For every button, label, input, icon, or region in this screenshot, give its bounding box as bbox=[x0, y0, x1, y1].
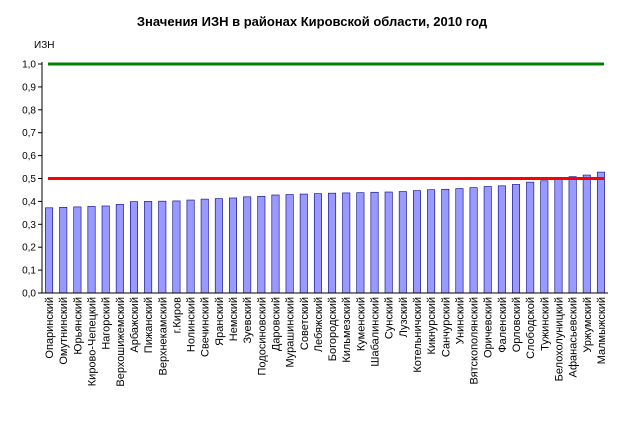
x-tick-label: Яранский bbox=[214, 297, 226, 346]
bar-32 bbox=[483, 186, 492, 294]
x-tick-label: Немский bbox=[228, 297, 240, 341]
x-tick-label: Верхнекамский bbox=[157, 297, 169, 375]
y-tick-label: 0,4 bbox=[22, 197, 36, 208]
bar-13 bbox=[214, 198, 223, 294]
bar-37 bbox=[554, 179, 563, 294]
bar-8 bbox=[144, 201, 153, 294]
bar-10 bbox=[172, 200, 181, 294]
bar-23 bbox=[356, 192, 365, 294]
bar-24 bbox=[370, 191, 379, 294]
x-tick-label: Советский bbox=[299, 297, 311, 350]
x-tick-label: Вятскополянский bbox=[469, 297, 481, 385]
bar-12 bbox=[200, 198, 209, 294]
x-tick-label: Богородский bbox=[327, 297, 339, 361]
x-tick-label: Шабалинский bbox=[370, 297, 382, 367]
x-tick-label: Подосиновский bbox=[256, 297, 268, 375]
bar-19 bbox=[299, 193, 308, 294]
x-tick-label: Уржумский bbox=[582, 297, 594, 353]
bar-33 bbox=[497, 185, 506, 294]
x-tick-label: Лебяжский bbox=[313, 297, 325, 352]
x-tick-label: Кильмезский bbox=[341, 297, 353, 363]
bar-1 bbox=[45, 207, 54, 294]
bar-25 bbox=[384, 191, 393, 294]
bar-39 bbox=[582, 174, 591, 294]
x-tick-label: Унинский bbox=[454, 297, 466, 344]
y-axis-ticks: 0,0 0,1 0,2 0,3 0,4 0,5 0,6 0,7 0,8 0,9 1,0 bbox=[22, 60, 42, 300]
bar-9 bbox=[158, 200, 167, 294]
bar-26 bbox=[398, 191, 407, 294]
x-tick-label: Фаленский bbox=[497, 297, 509, 353]
x-tick-label: Кикнурский bbox=[426, 297, 438, 355]
x-tick-label: Омутнинский bbox=[58, 297, 70, 365]
bar-18 bbox=[285, 194, 294, 294]
x-tick-label: Лузский bbox=[398, 297, 410, 337]
x-tick-label: Арбажский bbox=[129, 297, 141, 353]
x-tick-label: Опаринский bbox=[44, 297, 56, 359]
x-tick-label: Свечинский bbox=[200, 297, 212, 357]
x-tick-label: Малмыжский bbox=[596, 297, 608, 364]
x-tick-label: Юрьянский bbox=[72, 297, 84, 355]
x-tick-label: Нагорский bbox=[101, 297, 113, 350]
y-tick-label: 0,0 bbox=[22, 289, 36, 300]
x-tick-label: Зуевский bbox=[242, 297, 254, 343]
y-tick-label: 0,9 bbox=[22, 82, 36, 93]
y-tick-label: 1,0 bbox=[22, 60, 36, 71]
x-tick-label: Даровский bbox=[270, 297, 282, 351]
x-tick-label: Мурашинский bbox=[285, 297, 297, 368]
bar-27 bbox=[412, 190, 421, 294]
y-tick-label: 0,6 bbox=[22, 151, 36, 162]
bar-14 bbox=[229, 197, 238, 294]
x-tick-label: Санчурский bbox=[440, 297, 452, 357]
bar-2 bbox=[59, 207, 68, 294]
x-tick-label: Афанасьевский bbox=[568, 297, 580, 378]
y-tick-label: 0,7 bbox=[22, 128, 36, 139]
bar-36 bbox=[540, 180, 549, 294]
bar-31 bbox=[469, 187, 478, 294]
bar-20 bbox=[313, 193, 322, 294]
bar-11 bbox=[186, 199, 195, 294]
x-tick-label: Верхошижемский bbox=[115, 297, 127, 387]
bar-21 bbox=[328, 192, 337, 294]
x-tick-label: Пижанский bbox=[143, 297, 155, 353]
x-tick-label: Оричевский bbox=[483, 297, 495, 358]
axes bbox=[41, 62, 608, 294]
x-tick-label: Куменский bbox=[355, 297, 367, 351]
bar-38 bbox=[568, 176, 577, 294]
x-tick-label: Орловский bbox=[511, 297, 523, 352]
y-tick-label: 0,2 bbox=[22, 243, 36, 254]
x-tick-label: Тужинский bbox=[539, 297, 551, 351]
x-tick-label: Белохолуницкий bbox=[553, 297, 565, 381]
bar-30 bbox=[455, 188, 464, 294]
bar-22 bbox=[342, 192, 351, 294]
x-tick-label: Сунский bbox=[384, 297, 396, 339]
bar-34 bbox=[512, 184, 521, 294]
bar-5 bbox=[101, 205, 110, 294]
y-tick-label: 0,8 bbox=[22, 105, 36, 116]
bar-7 bbox=[130, 201, 138, 294]
y-axis-label: ИЗН bbox=[34, 40, 54, 51]
bar-35 bbox=[526, 181, 535, 294]
bar-4 bbox=[87, 206, 96, 294]
bar-29 bbox=[441, 188, 450, 294]
bar-17 bbox=[271, 194, 280, 294]
chart-title: Значения ИЗН в районах Кировской области… bbox=[137, 14, 488, 29]
x-tick-label: Нолинский bbox=[186, 297, 198, 352]
bar-6 bbox=[115, 204, 124, 294]
x-tick-label: Кирово-Чепецкий bbox=[87, 297, 99, 386]
reference-lines bbox=[48, 62, 604, 180]
bar-3 bbox=[73, 206, 82, 294]
bars bbox=[45, 171, 605, 294]
y-tick-label: 0,1 bbox=[22, 266, 36, 277]
y-tick-label: 0,5 bbox=[22, 174, 36, 185]
x-tick-label: Слободской bbox=[525, 297, 537, 359]
x-tick-label: Котельничский bbox=[412, 297, 424, 373]
x-tick-label: г.Киров bbox=[171, 297, 183, 334]
bar-16 bbox=[257, 196, 266, 294]
bar-40 bbox=[596, 171, 605, 294]
bar-15 bbox=[243, 196, 252, 294]
bar-28 bbox=[427, 189, 436, 294]
x-axis-ticks: Опаринский Омутнинский Юрьянский Кирово-Чеп… bbox=[44, 297, 608, 387]
y-tick-label: 0,3 bbox=[22, 220, 36, 231]
